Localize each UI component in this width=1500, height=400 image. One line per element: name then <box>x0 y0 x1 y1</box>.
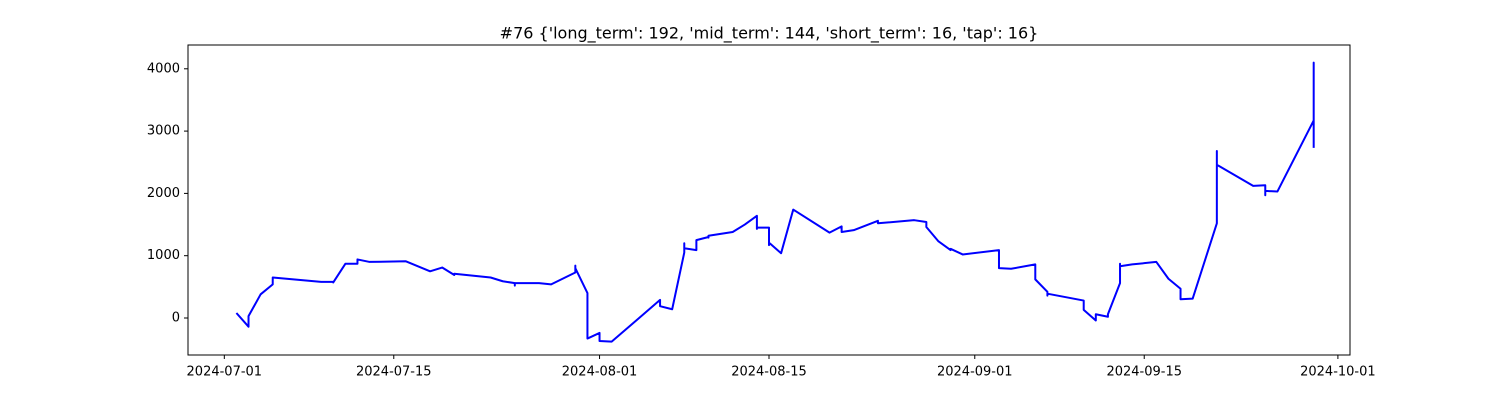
x-tick-label: 2024-10-01 <box>1300 365 1376 380</box>
y-tick-label: 0 <box>172 310 180 325</box>
x-tick-label: 2024-07-15 <box>356 365 432 380</box>
y-tick-label: 2000 <box>147 186 180 201</box>
y-tick-label: 1000 <box>147 248 180 263</box>
x-tick-label: 2024-07-01 <box>187 365 263 380</box>
x-tick-label: 2024-08-15 <box>731 365 807 380</box>
y-tick-label: 3000 <box>147 124 180 139</box>
x-tick-label: 2024-09-15 <box>1106 365 1182 380</box>
x-tick-label: 2024-08-01 <box>562 365 638 380</box>
x-tick-label: 2024-09-01 <box>937 365 1013 380</box>
y-tick-label: 4000 <box>147 61 180 76</box>
data-line <box>235 61 1315 343</box>
chart-title: #76 {'long_term': 192, 'mid_term': 144, … <box>500 24 1039 44</box>
